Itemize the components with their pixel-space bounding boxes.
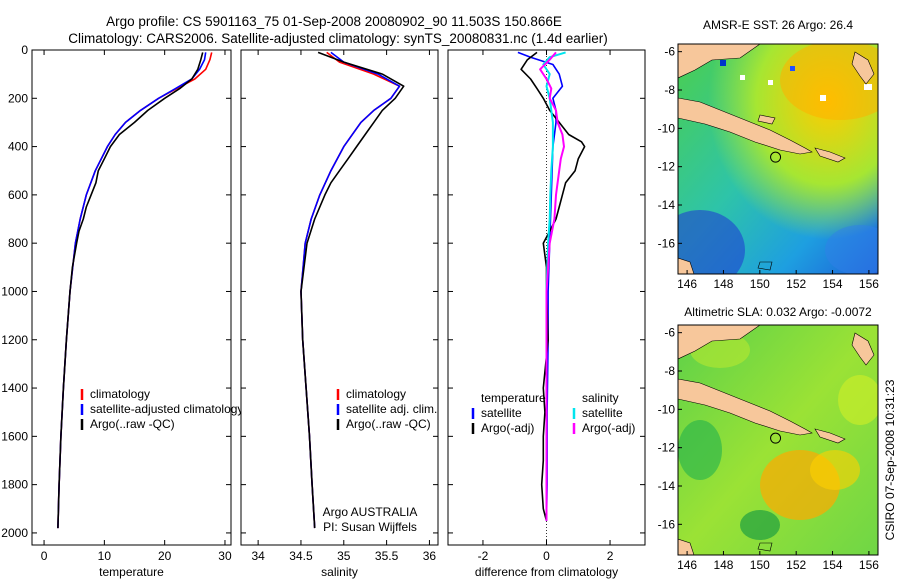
depth-tick-label: 400 <box>8 140 28 154</box>
difference-series-salinity-argo-adj- <box>539 51 565 521</box>
sla_map-ytick-label: -16 <box>658 517 676 531</box>
salinity-legend-label: Argo(..raw -QC) <box>346 417 431 431</box>
sla_map-argo-location-marker <box>770 432 782 444</box>
argo-pi-annotation: PI: Susan Wijffels <box>323 520 417 534</box>
diff-legend-salinity-label: Argo(-adj) <box>582 421 635 435</box>
sla_map-xtick-label: 148 <box>713 558 733 572</box>
salinity-xtick-label: 36 <box>423 549 437 563</box>
sla_map-ytick-label: -12 <box>658 441 676 455</box>
depth-tick-label: 200 <box>8 91 28 105</box>
difference-xtick-label: 2 <box>607 549 614 563</box>
sst_map-xtick-label: 148 <box>713 277 733 291</box>
temperature-xtick-label: 20 <box>158 549 172 563</box>
diff-legend-temperature-label: Argo(-adj) <box>481 421 534 435</box>
depth-tick-label: 1800 <box>1 478 28 492</box>
depth-tick-label: 600 <box>8 188 28 202</box>
difference-xtick-label: -2 <box>478 549 489 563</box>
salinity-xtick-label: 34.5 <box>289 549 313 563</box>
depth-tick-label: 1000 <box>1 284 28 298</box>
salinity-xtick-label: 34 <box>251 549 265 563</box>
difference-profile-plot: -2 0 2 difference from climatology temperatu… <box>447 49 646 579</box>
sst_map-ytick-label: -6 <box>664 45 675 59</box>
sst_map-ytick-label: -8 <box>664 83 675 97</box>
depth-tick-label: 1600 <box>1 429 28 443</box>
sst_map-argo-location-marker <box>770 151 782 163</box>
sla_map-xtick-label: 154 <box>823 558 843 572</box>
sst_map-ytick-label: -10 <box>658 121 676 135</box>
difference-series-temperature-satellite <box>517 51 564 521</box>
sla-map: Altimetric SLA: 0.032 Argo: -0.0072 146 1… <box>658 305 880 572</box>
argo-country-annotation: Argo AUSTRALIA <box>323 505 418 519</box>
diff-legend-salinity-header: salinity <box>582 391 619 405</box>
diff-legend-temperature-header: temperature <box>481 391 546 405</box>
sst_map-ytick-label: -12 <box>658 160 676 174</box>
temperature-profile-plot: 0 10 20 30 temperature 0 200 400 600 800 1000 1200 1… <box>1 43 243 579</box>
salinity-xlabel: salinity <box>321 565 358 579</box>
sla_map-ytick-label: -6 <box>664 326 675 340</box>
sst-map-title: AMSR-E SST: 26 Argo: 26.4 <box>703 18 853 32</box>
sst_map-xtick-label: 150 <box>750 277 770 291</box>
depth-tick-label: 1400 <box>1 381 28 395</box>
temperature-series-argo-raw-qc- <box>57 52 204 529</box>
sla_map-xtick-label: 146 <box>677 558 697 572</box>
figure-title-line2: Climatology: CARS2006. Satellite-adjuste… <box>68 31 608 46</box>
depth-tick-label: 800 <box>8 236 28 250</box>
figure-title-line1: Argo profile: CS 5901163_75 01-Sep-2008 … <box>106 14 562 29</box>
sst_map-xtick-label: 152 <box>786 277 806 291</box>
temperature-legend-label: satellite-adjusted climatology <box>90 402 243 416</box>
depth-tick-label: 0 <box>21 43 28 57</box>
sla_map-xtick-label: 152 <box>786 558 806 572</box>
salinity-series-argo-raw-qc- <box>300 51 405 529</box>
sst-map: AMSR-E SST: 26 Argo: 26.4 1 <box>658 18 880 291</box>
sla_map-ytick-label: -14 <box>658 479 676 493</box>
temperature-legend-label: Argo(..raw -QC) <box>90 417 175 431</box>
salinity-legend-label: satellite adj. clim. <box>346 402 437 416</box>
salinity-xtick-label: 35 <box>337 549 351 563</box>
sla_map-ytick-label: -8 <box>664 364 675 378</box>
temperature-plot-frame <box>31 49 232 546</box>
difference-xtick-label: 0 <box>543 549 550 563</box>
diff-legend-salinity-label: satellite <box>582 406 623 420</box>
diff-legend-temperature-label: satellite <box>481 406 522 420</box>
temperature-xtick-label: 0 <box>41 549 48 563</box>
salinity-legend-label: climatology <box>346 387 406 401</box>
salinity-profile-plot: 34 34.5 35 35.5 36 salinity climatologysatelli… <box>240 49 439 579</box>
salinity-xtick-label: 35.5 <box>375 549 399 563</box>
sst_map-xtick-label: 154 <box>823 277 843 291</box>
depth-tick-label: 2000 <box>1 526 28 540</box>
temperature-xtick-label: 10 <box>98 549 112 563</box>
sst_map-xtick-label: 146 <box>677 277 697 291</box>
difference-xlabel: difference from climatology <box>475 565 618 579</box>
salinity-plot-frame <box>240 49 439 546</box>
temperature-legend-label: climatology <box>90 387 150 401</box>
sst_map-ytick-label: -14 <box>658 198 676 212</box>
side-timestamp-label: CSIRO 07-Sep-2008 10:31:23 <box>883 379 897 540</box>
difference-series-temperature-argo-adj- <box>520 51 586 522</box>
sla-map-title: Altimetric SLA: 0.032 Argo: -0.0072 <box>684 305 872 319</box>
temperature-xlabel: temperature <box>99 565 164 579</box>
depth-tick-label: 1200 <box>1 333 28 347</box>
temperature-xtick-label: 30 <box>218 549 232 563</box>
sla_map-ytick-label: -10 <box>658 402 676 416</box>
sst_map-xtick-label: 156 <box>859 277 879 291</box>
sla_map-xtick-label: 150 <box>750 558 770 572</box>
sla_map-xtick-label: 156 <box>859 558 879 572</box>
sst_map-ytick-label: -16 <box>658 236 676 250</box>
